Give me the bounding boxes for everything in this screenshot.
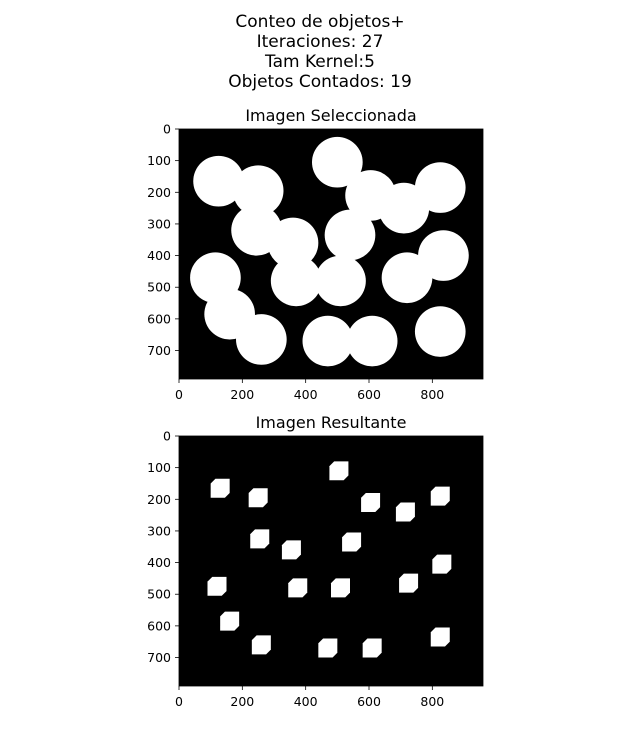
object-circle [381, 252, 433, 304]
figure-title-line: Objetos Contados: 19 [228, 72, 412, 92]
object-circle [414, 162, 466, 213]
object-square [331, 578, 350, 598]
y-tick-label: 0 [163, 122, 171, 137]
y-tick-label: 200 [147, 492, 171, 507]
object-square [250, 529, 270, 549]
x-tick-label: 200 [230, 694, 254, 709]
object-circle [346, 315, 398, 367]
object-circle [315, 255, 366, 307]
y-tick-label: 100 [147, 460, 171, 475]
y-tick-label: 300 [147, 523, 171, 538]
x-tick-label: 600 [357, 387, 381, 402]
y-tick-label: 500 [147, 587, 171, 602]
figure-title-line: Iteraciones: 27 [256, 32, 384, 52]
axes-frame [178, 128, 484, 380]
y-tick-label: 100 [147, 153, 171, 168]
object-square [362, 638, 382, 658]
y-tick-label: 600 [147, 618, 171, 633]
figure-title-line: Conteo de objetos+ [235, 12, 405, 32]
object-circle [232, 165, 284, 217]
y-tick-label: 300 [147, 216, 171, 231]
y-tick-label: 700 [147, 343, 171, 358]
x-tick-label: 0 [175, 387, 183, 402]
object-circle [324, 209, 376, 261]
object-square [361, 492, 381, 512]
object-square [329, 461, 349, 481]
object-square [288, 578, 308, 598]
object-square [395, 502, 415, 522]
object-circle [270, 255, 322, 307]
object-square [251, 635, 271, 655]
y-tick-label: 700 [147, 650, 171, 665]
y-tick-label: 200 [147, 185, 171, 200]
x-tick-label: 0 [175, 694, 183, 709]
objects-layer [207, 461, 452, 658]
object-square [342, 532, 362, 552]
axes-frame [178, 435, 484, 687]
x-tick-label: 800 [420, 387, 444, 402]
object-circle [312, 136, 363, 188]
object-circle [414, 306, 466, 357]
x-tick-label: 800 [420, 694, 444, 709]
object-circle [418, 230, 469, 281]
x-tick-label: 400 [294, 387, 318, 402]
object-circle [236, 314, 287, 365]
x-tick-label: 400 [294, 694, 318, 709]
object-square [430, 486, 450, 506]
y-tick-label: 400 [147, 248, 171, 263]
x-tick-label: 200 [230, 387, 254, 402]
object-circle [267, 217, 319, 269]
object-square [430, 627, 450, 647]
object-square [432, 554, 452, 574]
chart-panel: Imagen Resultante 0 200 400 600 800 0 100 200 300… [147, 413, 484, 709]
y-tick-label: 400 [147, 555, 171, 570]
y-tick-label: 600 [147, 311, 171, 326]
figure-title: Conteo de objetos+ Iteraciones: 27 Tam K… [0, 12, 640, 92]
object-square [210, 478, 230, 498]
object-circle [193, 155, 244, 207]
object-square [281, 540, 301, 560]
object-square [248, 488, 268, 508]
chart-title: Imagen Seleccionada [245, 106, 416, 125]
figure-title-line: Tam Kernel:5 [265, 52, 375, 72]
chart-title: Imagen Resultante [256, 413, 407, 432]
object-circle [302, 315, 354, 367]
chart-panel: Imagen Seleccionada 0 200 400 600 800 0 100 200 3… [147, 106, 484, 402]
object-square [207, 576, 227, 596]
y-tick-label: 500 [147, 280, 171, 295]
y-tick-label: 0 [163, 429, 171, 444]
objects-layer [190, 136, 469, 367]
x-tick-label: 600 [357, 694, 381, 709]
object-square [318, 638, 338, 658]
object-square [399, 573, 419, 593]
object-square [220, 611, 240, 631]
